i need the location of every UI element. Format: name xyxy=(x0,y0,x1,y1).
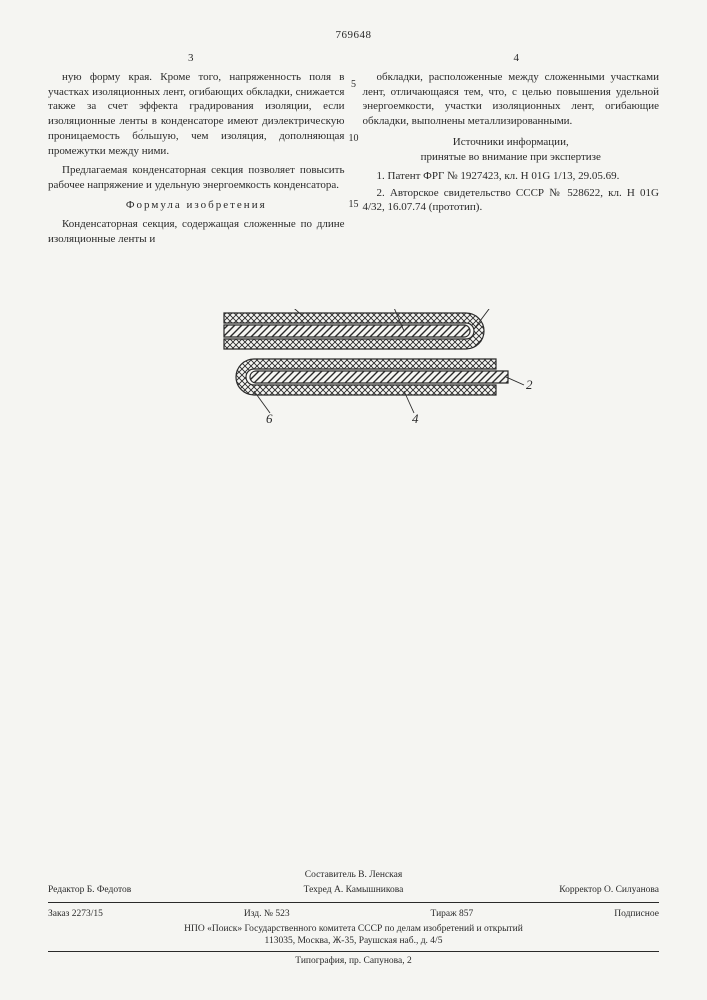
npo: НПО «Поиск» Государственного комитета СС… xyxy=(48,923,659,936)
ref-2: 2. Авторское свидетельство СССР № 528622… xyxy=(363,186,660,216)
order: Заказ 2273/15 xyxy=(48,908,103,921)
doc-number: 769648 xyxy=(48,28,659,43)
tirazh: Тираж 857 xyxy=(431,908,474,921)
sources-title: Источники информации, принятые во вниман… xyxy=(363,135,660,165)
bottom-section xyxy=(236,359,508,395)
izd: Изд. № 523 xyxy=(244,908,290,921)
corrector: Корректор О. Силуанова xyxy=(455,884,659,897)
line-mark-10: 10 xyxy=(347,132,361,146)
ref-1: 1. Патент ФРГ № 1927423, кл. H 01G 1/13,… xyxy=(363,169,660,184)
label-6: 6 xyxy=(266,411,273,426)
line-mark-5: 5 xyxy=(347,78,361,92)
left-p2: Предлагаемая конденсаторная секция позво… xyxy=(48,163,345,193)
compiler: Составитель В. Ленская xyxy=(48,869,659,882)
capacitor-diagram: 3 1 5 2 6 4 xyxy=(104,309,604,429)
formula-title: Формула изобретения xyxy=(48,198,345,213)
label-4: 4 xyxy=(412,411,419,426)
right-p1: обкладки, расположенные между сложенными… xyxy=(363,70,660,129)
right-column: обкладки, расположенные между сложенными… xyxy=(363,70,660,251)
top-section xyxy=(224,313,484,349)
order-row: Заказ 2273/15 Изд. № 523 Тираж 857 Подпи… xyxy=(48,906,659,923)
editor: Редактор Б. Федотов xyxy=(48,884,252,897)
line-mark-15: 15 xyxy=(347,198,361,212)
label-5: 5 xyxy=(494,309,501,310)
col-num-left: 3 xyxy=(188,51,194,66)
text-columns: ную форму края. Кроме того, напряженност… xyxy=(48,70,659,251)
left-p1: ную форму края. Кроме того, напряженност… xyxy=(48,70,345,159)
column-numbers: 3 4 xyxy=(48,51,659,66)
techred: Техред А. Камышникова xyxy=(252,884,456,897)
imprint-footer: Составитель В. Ленская Редактор Б. Федот… xyxy=(48,869,659,968)
npo-address: 113035, Москва, Ж-35, Раушская наб., д. … xyxy=(48,935,659,948)
col-num-right: 4 xyxy=(514,51,520,66)
left-column: ную форму края. Кроме того, напряженност… xyxy=(48,70,345,251)
editor-row: Редактор Б. Федотов Техред А. Камышников… xyxy=(48,882,659,899)
sign: Подписное xyxy=(614,908,659,921)
typography: Типография, пр. Сапунова, 2 xyxy=(48,955,659,968)
label-2: 2 xyxy=(526,377,533,392)
left-p3: Конденсаторная секция, содержащая сложен… xyxy=(48,217,345,247)
